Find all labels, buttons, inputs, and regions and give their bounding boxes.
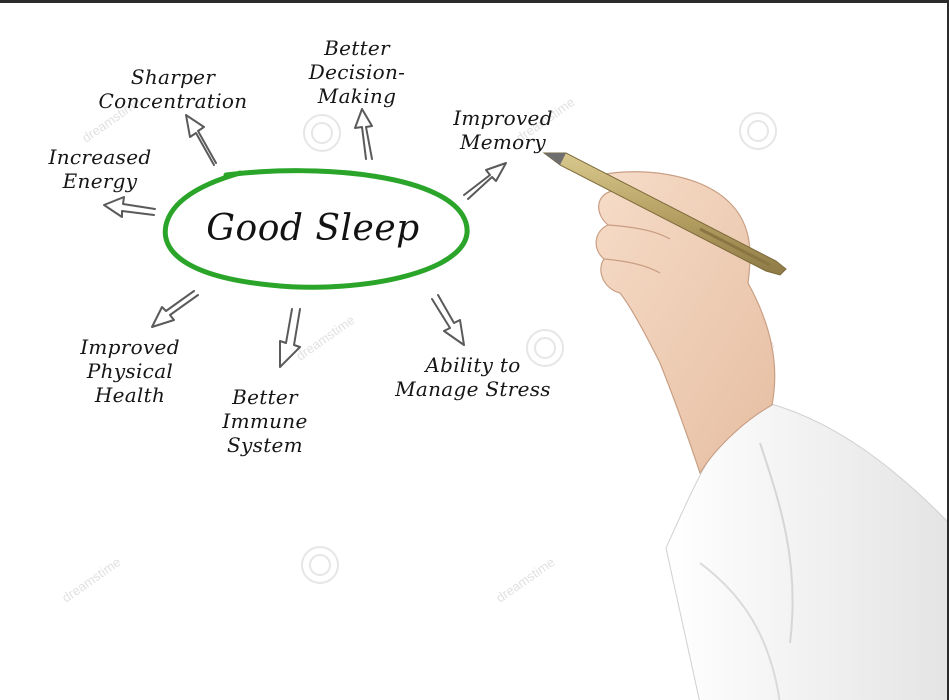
benefit-label-ability-to-manage-stress: Ability to Manage Stress [395,353,551,401]
watermark-logo-icon [526,329,564,367]
pen [542,152,787,276]
benefit-label-increased-energy: Increased Energy [48,145,152,193]
arrow-to-ability-to-manage-stress [431,294,465,346]
arrow-to-sharper-concentration [185,114,217,166]
benefit-label-sharper-concentration: Sharper Concentration [98,65,248,113]
watermark-logo-icon [739,112,777,150]
center-label: Good Sleep [206,208,420,249]
finger-crease [603,258,661,274]
sleeve-fold [699,562,781,700]
benefit-label-better-decision-making: Better Decision- Making [308,36,406,108]
benefit-label-better-immune-system: Better Immune System [222,385,308,457]
arrow-to-better-immune-system [279,308,301,368]
finger-crease [607,224,671,240]
arrow-to-better-decision-making [354,108,373,160]
diagram-artwork: dreamstime dreamstime dreamstime dreamst… [59,94,947,700]
watermark-text: dreamstime [293,312,357,363]
benefit-label-improved-memory: Improved Memory [453,106,553,154]
watermark-logo-icon [301,546,339,584]
benefit-label-improved-physical-health: Improved Physical Health [80,335,180,407]
watermark-logo-icon [303,114,341,152]
sleeve-fold [759,442,794,644]
arrow-to-improved-physical-health [151,290,199,328]
arrow-to-improved-memory [463,162,507,200]
watermark-text: dreamstime [493,554,557,605]
arrow-to-increased-energy [103,196,156,218]
watermark-text: dreamstime [59,554,123,605]
center-ellipse [162,168,470,290]
